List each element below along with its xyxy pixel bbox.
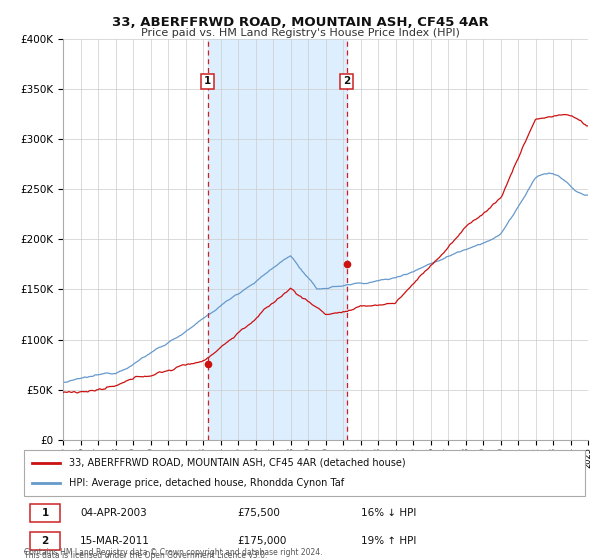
Text: 19% ↑ HPI: 19% ↑ HPI [361,536,416,546]
Text: 1: 1 [204,76,211,86]
Text: HPI: Average price, detached house, Rhondda Cynon Taf: HPI: Average price, detached house, Rhon… [69,478,344,488]
FancyBboxPatch shape [29,532,61,549]
Text: 2: 2 [41,536,49,546]
Text: £175,000: £175,000 [237,536,287,546]
Text: Contains HM Land Registry data © Crown copyright and database right 2024.: Contains HM Land Registry data © Crown c… [24,548,323,557]
Text: £75,500: £75,500 [237,508,280,518]
Text: 2: 2 [343,76,350,86]
Text: 04-APR-2003: 04-APR-2003 [80,508,147,518]
Text: This data is licensed under the Open Government Licence v3.0.: This data is licensed under the Open Gov… [24,551,268,560]
Text: 33, ABERFFRWD ROAD, MOUNTAIN ASH, CF45 4AR: 33, ABERFFRWD ROAD, MOUNTAIN ASH, CF45 4… [112,16,488,29]
Text: 33, ABERFFRWD ROAD, MOUNTAIN ASH, CF45 4AR (detached house): 33, ABERFFRWD ROAD, MOUNTAIN ASH, CF45 4… [69,458,406,468]
Bar [208,39,347,440]
Text: Price paid vs. HM Land Registry's House Price Index (HPI): Price paid vs. HM Land Registry's House … [140,28,460,38]
Text: 16% ↓ HPI: 16% ↓ HPI [361,508,416,518]
FancyBboxPatch shape [29,504,61,522]
Text: 1: 1 [41,508,49,518]
Text: 15-MAR-2011: 15-MAR-2011 [80,536,150,546]
FancyBboxPatch shape [24,450,585,496]
